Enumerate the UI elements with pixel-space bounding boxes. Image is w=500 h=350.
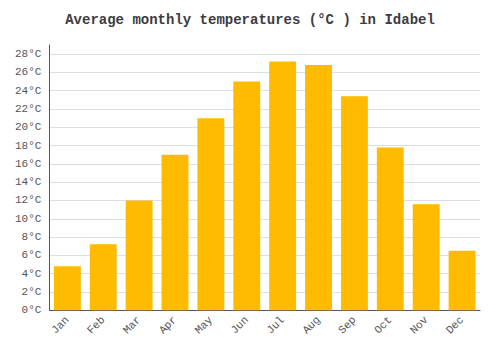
svg-text:6°C: 6°C — [22, 249, 42, 261]
svg-text:28°C: 28°C — [15, 48, 42, 60]
svg-text:20°C: 20°C — [15, 121, 42, 133]
svg-text:Aug: Aug — [300, 314, 322, 336]
svg-text:8°C: 8°C — [22, 231, 42, 243]
svg-text:24°C: 24°C — [15, 85, 42, 97]
svg-text:10°C: 10°C — [15, 213, 42, 225]
svg-text:Jul: Jul — [264, 314, 286, 336]
svg-text:Dec: Dec — [444, 314, 466, 336]
svg-text:22°C: 22°C — [15, 103, 42, 115]
svg-text:0°C: 0°C — [22, 304, 42, 316]
svg-text:Average monthly temperatures (: Average monthly temperatures (°C ) in Id… — [65, 12, 435, 28]
svg-text:Sep: Sep — [336, 314, 358, 336]
svg-text:Mar: Mar — [121, 314, 143, 336]
svg-text:14°C: 14°C — [15, 176, 42, 188]
svg-text:2°C: 2°C — [22, 286, 42, 298]
svg-text:Apr: Apr — [157, 314, 179, 336]
svg-text:Oct: Oct — [372, 314, 394, 336]
svg-text:4°C: 4°C — [22, 268, 42, 280]
svg-text:12°C: 12°C — [15, 194, 42, 206]
svg-text:Jun: Jun — [229, 314, 251, 336]
svg-text:16°C: 16°C — [15, 158, 42, 170]
svg-text:Jan: Jan — [49, 314, 71, 336]
svg-text:Feb: Feb — [85, 314, 107, 336]
svg-text:May: May — [193, 314, 216, 337]
svg-text:26°C: 26°C — [15, 66, 42, 78]
svg-text:Nov: Nov — [408, 314, 431, 337]
svg-text:18°C: 18°C — [15, 140, 42, 152]
